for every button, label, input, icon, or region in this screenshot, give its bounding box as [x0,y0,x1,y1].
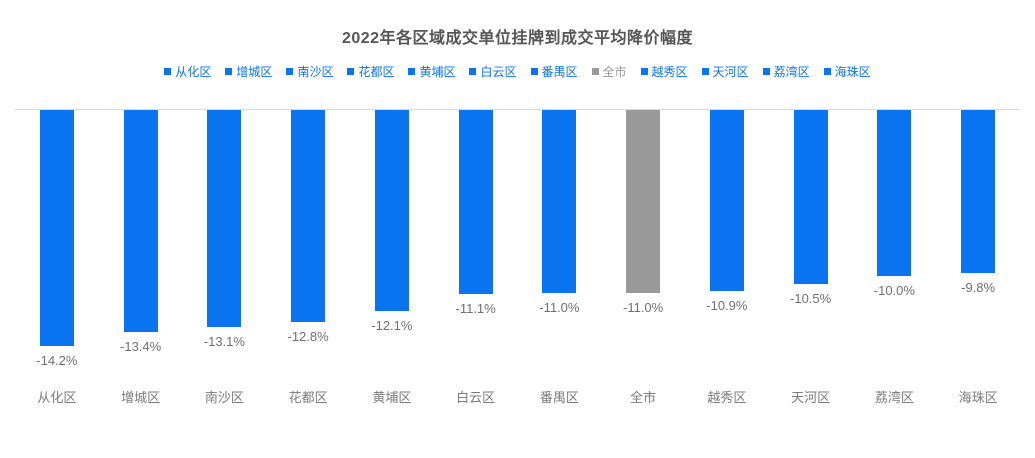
bar-column: -14.2% [15,110,99,368]
legend-label: 天河区 [712,65,749,79]
bars-row: -14.2% -13.4% -13.1% -12.8% -12.1% -11.1% -11.… [15,110,1020,368]
bar[interactable] [626,110,661,293]
x-axis-category-label: 白云区 [456,390,496,405]
legend-label: 从化区 [175,65,212,79]
bar-column: -13.4% [99,110,183,368]
x-axis-category-label: 南沙区 [204,390,244,405]
x-axis-category-label: 花都区 [288,390,328,405]
bar-value-label: -14.2% [36,353,78,368]
legend-label: 增城区 [236,65,273,79]
chart-legend: 从化区 增城区 南沙区 花都区 黄埔区 白云区 番禺区 全市 越秀区 天河区 荔湾区 海珠区 [0,63,1035,80]
bar-column: -13.1% [183,110,267,368]
legend-swatch-icon [530,68,538,75]
bar-value-label: -9.8% [961,280,996,295]
bar-value-label: -11.0% [623,300,664,315]
x-axis-category-label: 增城区 [121,390,161,405]
bar[interactable] [793,110,828,284]
plot-area: -14.2% -13.4% -13.1% -12.8% -12.1% -11.1% -11.… [15,109,1020,409]
bar-column: -10.5% [769,110,853,368]
legend-label: 番禺区 [541,65,578,79]
bar-column: -10.0% [853,110,937,368]
bar[interactable] [207,110,242,327]
legend-swatch-icon [164,68,172,75]
chart-title: 2022年各区域成交单位挂牌到成交平均降价幅度 [341,30,694,47]
bar-column: -11.0% [518,110,602,368]
x-axis-category-label: 海珠区 [958,390,998,405]
legend-label: 海珠区 [834,65,871,79]
bar-value-label: -12.8% [287,329,329,344]
bar-value-label: -12.1% [371,318,413,333]
legend-label: 南沙区 [297,65,334,79]
bar-column: -11.1% [434,110,518,368]
legend-item[interactable]: 南沙区 [286,63,333,80]
x-axis-category-label: 番禺区 [539,390,579,405]
bar-column: -12.8% [266,110,350,368]
bar-value-label: -11.1% [455,301,496,316]
legend-item[interactable]: 海珠区 [823,63,871,80]
legend-swatch-icon [408,68,416,75]
bar-column: -12.1% [350,110,434,368]
bar-value-label: -13.4% [120,339,162,354]
legend-item[interactable]: 花都区 [347,63,394,80]
legend-label: 花都区 [358,65,395,79]
legend-item[interactable]: 增城区 [225,63,272,80]
legend-swatch-icon [286,68,294,75]
legend-label: 白云区 [480,65,517,79]
legend-item[interactable]: 白云区 [469,63,517,80]
bar[interactable] [374,110,409,311]
legend-label: 越秀区 [651,65,688,79]
legend-item[interactable]: 从化区 [164,63,211,80]
bar-value-label: -10.0% [873,283,915,298]
legend-label: 黄埔区 [419,65,456,79]
x-axis-labels: 从化区 增城区 南沙区 花都区 黄埔区 白云区 番禺区 全市 越秀区 天河区 荔湾区 海珠区 [15,387,1020,406]
legend-swatch-icon [469,68,477,75]
bar[interactable] [39,110,74,346]
legend-swatch-icon [591,68,599,75]
legend-item[interactable]: 全市 [591,63,627,80]
bar[interactable] [123,110,158,332]
bar-value-label: -11.0% [539,300,580,315]
x-axis-category-label: 从化区 [37,390,77,405]
legend-label: 荔湾区 [773,65,810,79]
legend-item[interactable]: 越秀区 [640,63,688,80]
bar-column: -10.9% [685,110,769,368]
x-axis-category-label: 黄埔区 [372,390,412,405]
legend-item[interactable]: 荔湾区 [762,63,810,80]
bar-column: -11.0% [601,110,685,368]
bar[interactable] [291,110,326,322]
legend-swatch-icon [823,68,831,75]
legend-swatch-icon [225,68,233,75]
legend-item[interactable]: 黄埔区 [408,63,455,80]
bar-column: -9.8% [936,110,1020,368]
bar-value-label: -10.9% [706,298,748,313]
x-axis-category-label: 越秀区 [707,390,747,405]
x-axis-category-label: 荔湾区 [874,390,914,405]
x-axis-category-label: 全市 [630,390,657,405]
bar[interactable] [458,110,493,294]
legend-swatch-icon [701,68,709,75]
legend-swatch-icon [640,68,648,75]
bar[interactable] [542,110,577,293]
bar[interactable] [709,110,744,291]
legend-label: 全市 [602,65,627,79]
bar[interactable] [961,110,996,273]
zero-axis-line [15,109,1020,110]
bar-value-label: -10.5% [790,291,832,306]
bar-value-label: -13.1% [203,334,245,349]
x-axis-category-label: 天河区 [791,390,831,405]
legend-swatch-icon [762,68,770,75]
legend-swatch-icon [347,68,355,75]
legend-item[interactable]: 番禺区 [530,63,578,80]
legend-item[interactable]: 天河区 [701,63,749,80]
bar[interactable] [877,110,912,276]
